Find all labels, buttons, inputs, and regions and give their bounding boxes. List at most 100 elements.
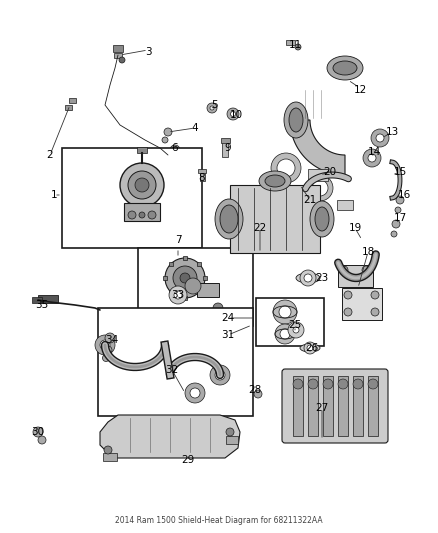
Circle shape: [363, 149, 381, 167]
Ellipse shape: [259, 171, 291, 191]
Circle shape: [230, 111, 236, 117]
Bar: [183, 256, 187, 260]
Text: 7: 7: [175, 235, 181, 245]
Text: 19: 19: [348, 223, 362, 233]
Bar: [62, 148, 202, 248]
Text: 14: 14: [367, 147, 381, 157]
Circle shape: [210, 106, 214, 110]
Text: 28: 28: [248, 385, 261, 395]
Circle shape: [185, 383, 205, 403]
Bar: [220, 138, 230, 142]
Bar: [199, 172, 205, 181]
Ellipse shape: [333, 61, 357, 75]
Circle shape: [174, 291, 182, 299]
Circle shape: [119, 57, 125, 63]
Text: 17: 17: [393, 213, 406, 223]
Ellipse shape: [296, 273, 320, 283]
Circle shape: [307, 345, 313, 351]
Circle shape: [280, 329, 290, 339]
Polygon shape: [100, 415, 240, 458]
Circle shape: [227, 108, 239, 120]
Text: 9: 9: [225, 143, 231, 153]
Ellipse shape: [315, 207, 329, 231]
Bar: [338, 376, 348, 436]
Text: 33: 33: [171, 290, 185, 300]
Circle shape: [102, 354, 110, 361]
Bar: [68, 98, 75, 102]
Text: 3: 3: [145, 47, 151, 57]
Bar: [286, 39, 294, 44]
Bar: [32, 297, 42, 303]
Bar: [222, 139, 228, 157]
Circle shape: [165, 258, 205, 298]
Text: 15: 15: [393, 167, 406, 177]
Ellipse shape: [220, 205, 238, 233]
Circle shape: [213, 303, 223, 313]
Bar: [308, 169, 328, 181]
Circle shape: [169, 286, 187, 304]
Bar: [293, 376, 303, 436]
Text: 21: 21: [304, 195, 317, 205]
Circle shape: [243, 383, 253, 393]
Bar: [256, 298, 324, 346]
Bar: [137, 147, 147, 153]
Circle shape: [340, 266, 348, 274]
Circle shape: [173, 148, 177, 152]
Bar: [197, 290, 201, 294]
Circle shape: [105, 333, 115, 343]
Circle shape: [100, 340, 110, 350]
Bar: [138, 248, 253, 326]
Bar: [124, 203, 160, 221]
Bar: [169, 262, 173, 266]
Text: 11: 11: [288, 40, 302, 50]
Bar: [338, 265, 373, 287]
Bar: [368, 376, 378, 436]
Bar: [64, 104, 71, 109]
Circle shape: [135, 178, 149, 192]
Circle shape: [173, 266, 197, 290]
Text: 2014 Ram 1500 Shield-Heat Diagram for 68211322AA: 2014 Ram 1500 Shield-Heat Diagram for 68…: [115, 516, 323, 525]
Text: 31: 31: [221, 330, 235, 340]
Bar: [198, 169, 206, 173]
Circle shape: [190, 388, 200, 398]
Bar: [203, 276, 207, 280]
Text: 2: 2: [47, 150, 53, 160]
Circle shape: [277, 159, 295, 177]
Text: 34: 34: [106, 335, 119, 345]
Ellipse shape: [284, 102, 308, 138]
Text: 22: 22: [253, 223, 267, 233]
Polygon shape: [290, 120, 345, 175]
Circle shape: [38, 436, 46, 444]
Bar: [308, 376, 318, 436]
Circle shape: [215, 370, 225, 380]
Text: 16: 16: [397, 190, 411, 200]
Ellipse shape: [289, 108, 303, 132]
Bar: [197, 262, 201, 266]
Text: 13: 13: [385, 127, 399, 137]
Text: 26: 26: [305, 343, 318, 353]
Bar: [183, 296, 187, 300]
Ellipse shape: [215, 199, 243, 239]
Circle shape: [371, 291, 379, 299]
Circle shape: [170, 145, 180, 155]
Ellipse shape: [300, 344, 320, 352]
Bar: [230, 185, 320, 253]
Circle shape: [271, 153, 301, 183]
Circle shape: [104, 446, 112, 454]
Circle shape: [371, 308, 379, 316]
Text: 18: 18: [361, 247, 374, 257]
Circle shape: [128, 211, 136, 219]
Text: 23: 23: [315, 273, 328, 283]
FancyBboxPatch shape: [282, 369, 388, 443]
Circle shape: [226, 428, 234, 436]
Ellipse shape: [265, 175, 285, 187]
Bar: [169, 290, 173, 294]
Circle shape: [307, 175, 333, 201]
Circle shape: [207, 103, 217, 113]
Text: 4: 4: [192, 123, 198, 133]
Text: 24: 24: [221, 313, 235, 323]
Ellipse shape: [310, 201, 334, 237]
Circle shape: [304, 342, 316, 354]
Circle shape: [185, 278, 201, 294]
Circle shape: [164, 128, 172, 136]
